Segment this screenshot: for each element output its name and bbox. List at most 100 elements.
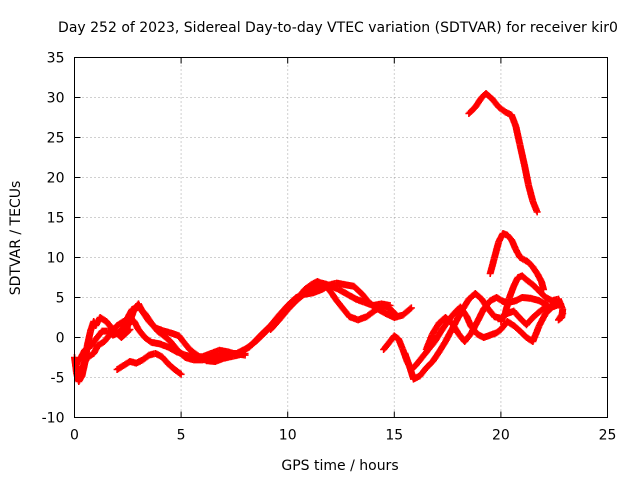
data-point-group <box>186 346 201 359</box>
data-point-group <box>529 309 542 321</box>
data-point-group <box>482 90 495 102</box>
y-tick-labels: -10 -5 0 5 10 15 20 25 30 35 <box>42 51 65 427</box>
data-point-group <box>399 305 414 319</box>
y-tick-label: -5 <box>51 371 65 387</box>
data-point-group <box>465 104 478 117</box>
data-point-group <box>514 272 525 281</box>
data-point-group <box>339 305 353 320</box>
data-point-group <box>461 331 474 345</box>
data-point-group <box>516 327 529 340</box>
data-point-group <box>405 362 417 382</box>
data-point-group <box>503 231 514 243</box>
data-point-group <box>518 272 529 283</box>
data-point-group <box>92 328 105 343</box>
data-point-group <box>301 282 314 293</box>
y-tick-label: 20 <box>47 171 65 187</box>
data-point-group <box>510 307 523 321</box>
data-point <box>559 310 567 317</box>
data-point-group <box>363 307 378 321</box>
x-axis-label: GPS time / hours <box>281 458 398 474</box>
data-point-group <box>529 323 543 345</box>
x-tick-label: 5 <box>177 428 186 444</box>
data-point <box>177 370 185 378</box>
data-marks <box>71 90 567 385</box>
data-point-group <box>535 304 548 316</box>
data-point-group <box>488 95 502 110</box>
data-point-group <box>252 328 269 345</box>
data-point <box>407 304 415 312</box>
y-tick-label: 5 <box>56 291 65 307</box>
data-point-group <box>241 338 258 353</box>
data-point-group <box>520 256 531 265</box>
data-point-group <box>412 355 425 369</box>
data-point-group <box>473 306 487 325</box>
data-point-group <box>471 290 485 302</box>
data-point-group <box>267 317 282 333</box>
data-point-group <box>164 360 178 373</box>
data-point-group <box>422 331 436 353</box>
data-point-group <box>301 285 316 297</box>
data-point-group <box>326 287 340 303</box>
data-point-group <box>139 352 152 364</box>
x-tick-label: 0 <box>70 428 79 444</box>
data-point-group <box>333 297 346 312</box>
data-point <box>386 302 394 309</box>
data-point-group <box>160 332 173 345</box>
x-tick-label: 15 <box>385 428 403 444</box>
data-point-group <box>525 182 536 204</box>
data-point <box>533 208 541 216</box>
data-point-group <box>416 365 429 380</box>
data-point-group <box>525 258 536 270</box>
y-tick-label: 25 <box>47 131 65 147</box>
data-point-group <box>141 334 154 345</box>
data-point-group <box>171 366 184 377</box>
data-point-group <box>529 281 542 294</box>
chart-title: Day 252 of 2023, Sidereal Day-to-day VTE… <box>58 20 618 36</box>
data-point-group <box>107 323 120 337</box>
series-arc-4 <box>120 300 249 365</box>
series-arc-8 <box>267 279 394 333</box>
data-point-group <box>523 276 536 288</box>
data-point-group <box>72 355 84 369</box>
data-point-group <box>523 315 536 329</box>
data-point-group <box>145 318 158 331</box>
y-tick-label: 0 <box>56 331 65 347</box>
series-arc-10 <box>401 290 558 383</box>
data-point-group <box>275 307 291 324</box>
data-point-group <box>431 328 444 345</box>
data-point-group <box>437 319 451 335</box>
series-arc-11 <box>422 294 552 353</box>
data-point-group <box>390 332 401 342</box>
data-point-group <box>422 359 436 372</box>
series-arc-12 <box>465 90 541 216</box>
data-point-group <box>158 353 171 367</box>
series-arc-14 <box>497 272 567 325</box>
data-point-group <box>555 311 566 324</box>
x-tick-labels: 0 5 10 15 20 25 <box>70 428 616 444</box>
data-point-group <box>380 339 393 353</box>
series-arc-5 <box>113 350 185 378</box>
data-point <box>544 302 552 309</box>
data-point-group <box>499 230 510 239</box>
data-point-group <box>495 103 508 115</box>
data-point-group <box>135 326 148 340</box>
data-point-group <box>442 314 455 326</box>
plot-frame <box>74 57 608 418</box>
data-point <box>550 302 558 310</box>
data-point-group <box>535 287 549 300</box>
data-point-group <box>429 349 442 365</box>
data-point-group <box>480 298 493 313</box>
x-tick-label: 20 <box>492 428 510 444</box>
data-point-group <box>516 254 527 263</box>
data-point-group <box>350 282 365 297</box>
data-point <box>392 311 400 319</box>
x-tick-label: 10 <box>279 428 297 444</box>
data-point-group <box>510 322 523 334</box>
data-point-group <box>292 291 307 305</box>
y-axis-label: SDTVAR / TECUs <box>8 181 24 296</box>
y-tick-label: 35 <box>47 51 65 67</box>
y-tick-label: -10 <box>42 411 65 427</box>
data-point-group <box>471 95 485 111</box>
